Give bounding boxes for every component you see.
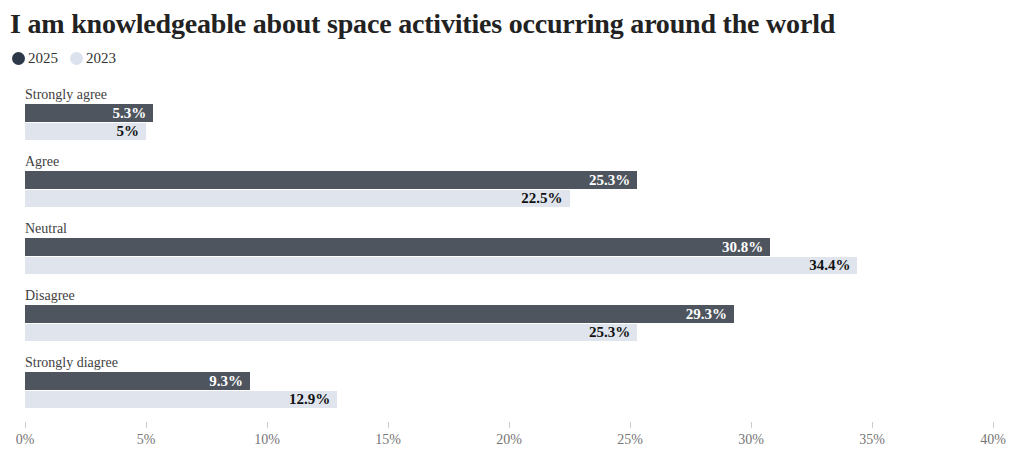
axis-tick (751, 422, 752, 428)
value-label: 5.3% (113, 106, 147, 121)
bar-2023-agree[interactable]: 22.5% (25, 190, 570, 207)
chart-title: I am knowledgeable about space activitie… (10, 8, 1010, 40)
value-label: 34.4% (809, 258, 850, 273)
value-label: 30.8% (722, 240, 763, 255)
bar-2023-neutral[interactable]: 34.4% (25, 257, 857, 274)
category-label: Strongly diagree (25, 355, 993, 371)
value-label: 25.3% (589, 325, 630, 340)
bar-2025-strongly-diagree[interactable]: 9.3% (25, 372, 250, 390)
value-label: 9.3% (209, 374, 243, 389)
value-label: 22.5% (521, 191, 562, 206)
legend-item-2023[interactable]: 2023 (70, 50, 116, 66)
bar-2023-strongly-diagree[interactable]: 12.9% (25, 391, 337, 408)
bar-group-agree: Agree 25.3% 22.5% (25, 154, 993, 207)
bar-2025-strongly-agree[interactable]: 5.3% (25, 104, 153, 122)
bar-group-neutral: Neutral 30.8% 34.4% (25, 221, 993, 274)
x-axis: 0%5%10%15%20%25%30%35%40% (25, 422, 993, 451)
legend: 2025 2023 (12, 50, 1020, 66)
bar-row: 25.3% (25, 324, 993, 341)
axis-tick (388, 422, 389, 428)
bar-2025-neutral[interactable]: 30.8% (25, 238, 770, 256)
bar-row: 34.4% (25, 257, 993, 274)
bar-row: 12.9% (25, 391, 993, 408)
bar-2025-disagree[interactable]: 29.3% (25, 305, 734, 323)
bar-group-strongly-diagree: Strongly diagree 9.3% 12.9% (25, 355, 993, 408)
bar-2023-strongly-agree[interactable]: 5% (25, 123, 146, 140)
legend-label-2023: 2023 (86, 50, 116, 66)
value-label: 12.9% (289, 392, 330, 407)
bar-row: 5.3% (25, 104, 993, 122)
value-label: 5% (117, 124, 140, 139)
bar-row: 25.3% (25, 171, 993, 189)
axis-tick-label: 30% (738, 432, 764, 448)
axis-tick (630, 422, 631, 428)
bar-group-disagree: Disagree 29.3% 25.3% (25, 288, 993, 341)
bar-group-strongly-agree: Strongly agree 5.3% 5% (25, 87, 993, 140)
bar-2023-disagree[interactable]: 25.3% (25, 324, 637, 341)
category-label: Agree (25, 154, 993, 170)
legend-swatch-2025-icon (12, 52, 25, 65)
axis-tick (267, 422, 268, 428)
axis-tick (146, 422, 147, 428)
value-label: 25.3% (589, 173, 630, 188)
bar-row: 5% (25, 123, 993, 140)
axis-tick (872, 422, 873, 428)
bar-chart: Strongly agree 5.3% 5% Agree 25.3% 22.5% Neutr… (25, 87, 993, 408)
axis-tick-label: 40% (980, 432, 1006, 448)
axis-tick-label: 25% (617, 432, 643, 448)
bar-row: 29.3% (25, 305, 993, 323)
bar-2025-agree[interactable]: 25.3% (25, 171, 637, 189)
axis-tick-label: 10% (254, 432, 280, 448)
category-label: Disagree (25, 288, 993, 304)
axis-tick-label: 20% (496, 432, 522, 448)
legend-item-2025[interactable]: 2025 (12, 50, 58, 66)
axis-tick-label: 5% (137, 432, 156, 448)
category-label: Neutral (25, 221, 993, 237)
axis-tick-label: 35% (859, 432, 885, 448)
value-label: 29.3% (686, 307, 727, 322)
bar-row: 22.5% (25, 190, 993, 207)
category-label: Strongly agree (25, 87, 993, 103)
axis-tick-label: 0% (16, 432, 35, 448)
axis-tick (509, 422, 510, 428)
bar-row: 30.8% (25, 238, 993, 256)
bar-row: 9.3% (25, 372, 993, 390)
axis-tick (25, 422, 26, 428)
axis-tick-label: 15% (375, 432, 401, 448)
axis-tick (993, 422, 994, 428)
legend-swatch-2023-icon (70, 52, 83, 65)
legend-label-2025: 2025 (28, 50, 58, 66)
